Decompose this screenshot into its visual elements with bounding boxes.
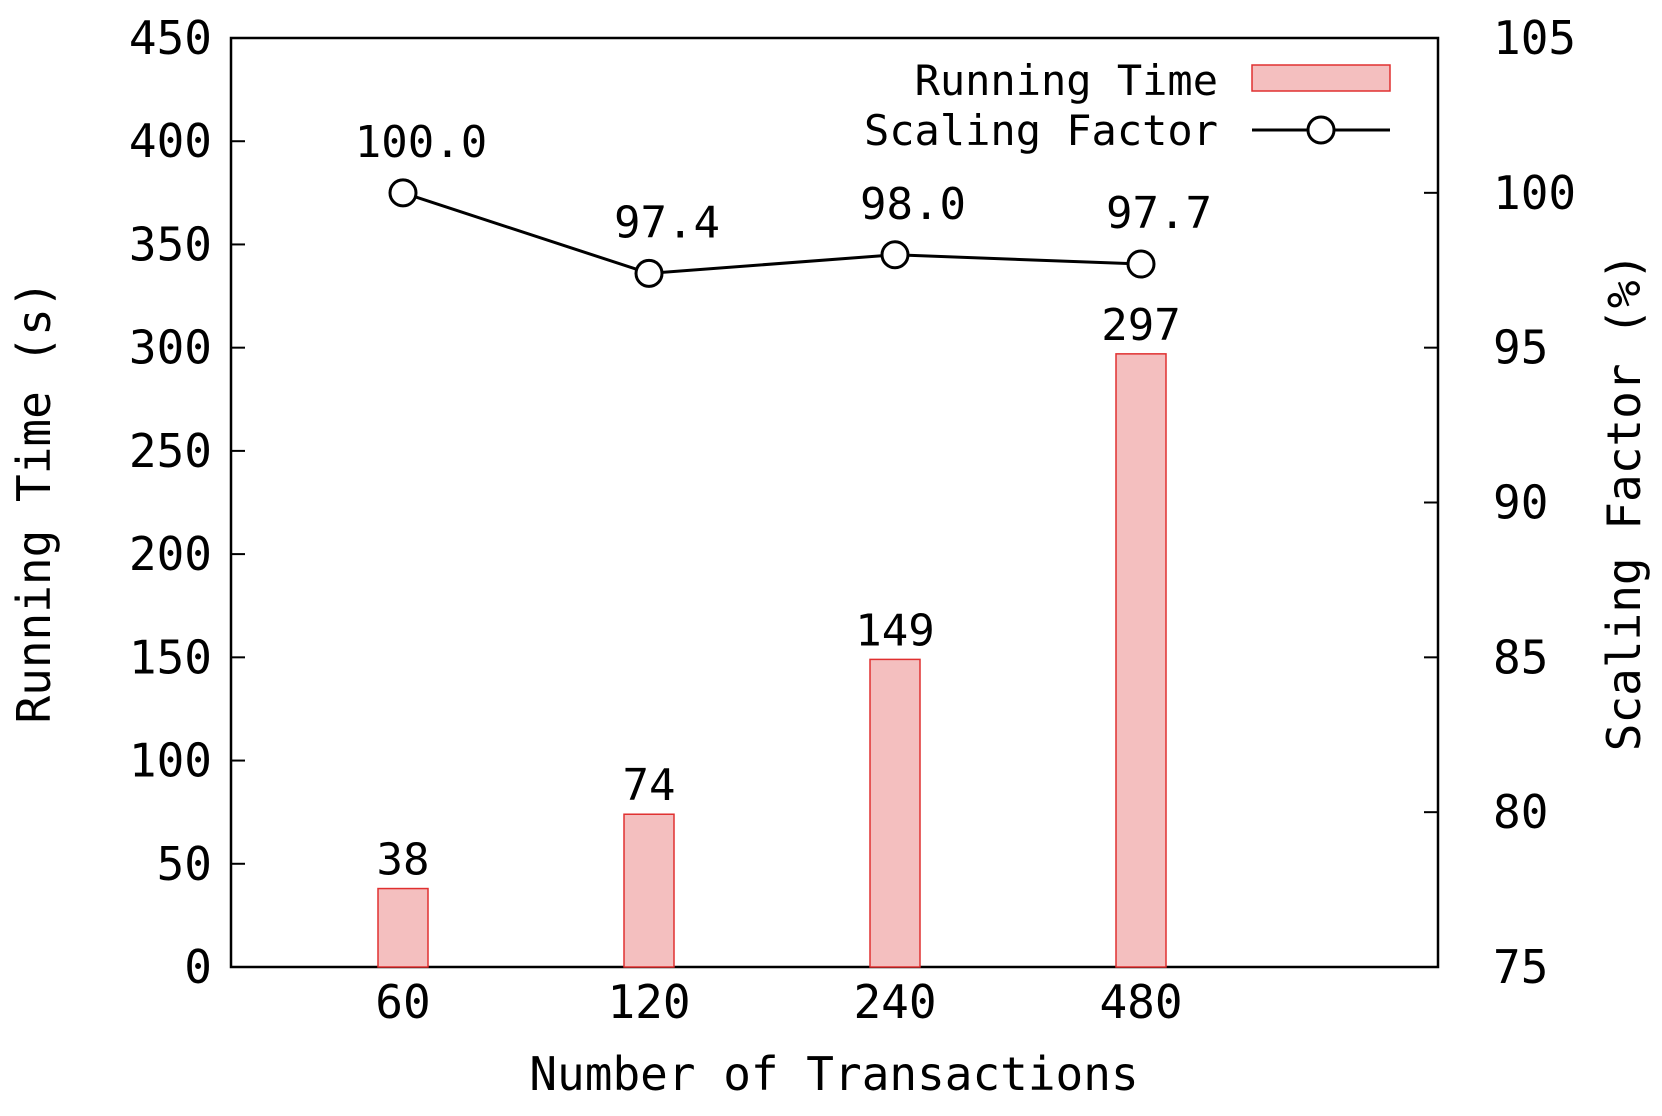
bar-running-time <box>377 887 429 968</box>
x-axis-title: Number of Transactions <box>529 1047 1138 1101</box>
scaling-factor-series: 100.0 97.4 98.0 97.7 <box>355 117 1212 288</box>
left-tick-label: 450 <box>129 11 212 65</box>
right-axis: 75 80 85 90 95 100 105 <box>1424 11 1576 994</box>
right-tick-label: 85 <box>1493 630 1548 684</box>
scaling-factor-point <box>634 258 664 288</box>
left-tick-label: 300 <box>129 321 212 375</box>
plot-frame <box>229 36 1440 969</box>
right-tick-label: 80 <box>1493 785 1548 839</box>
left-tick-label: 400 <box>129 114 212 168</box>
legend: Running Time Scaling Factor <box>864 56 1391 155</box>
scaling-factor-point <box>388 178 418 208</box>
bar-value-label: 74 <box>623 760 676 811</box>
x-tick-label: 240 <box>853 975 936 1029</box>
legend-marker-scaling-factor <box>1306 115 1336 145</box>
left-tick-label: 100 <box>129 734 212 788</box>
left-tick-label: 50 <box>157 837 212 891</box>
left-tick-label: 0 <box>184 940 212 994</box>
left-tick-label: 200 <box>129 527 212 581</box>
bar-value-label: 297 <box>1101 300 1180 351</box>
x-tick-label: 480 <box>1099 975 1182 1029</box>
left-tick-label: 150 <box>129 630 212 684</box>
left-tick-label: 250 <box>129 424 212 478</box>
bar-running-time <box>623 813 675 968</box>
scaling-factor-line <box>402 191 1142 275</box>
right-tick-label: 75 <box>1493 940 1548 994</box>
legend-label-running-time: Running Time <box>915 56 1218 105</box>
right-tick-label: 100 <box>1493 166 1576 220</box>
bar-value-label: 38 <box>377 835 430 886</box>
bar-running-time <box>869 658 921 968</box>
x-axis: 60 120 240 480 <box>375 975 1182 1029</box>
point-value-label: 97.7 <box>1106 188 1212 239</box>
scaling-factor-point <box>880 240 910 270</box>
right-tick-label: 95 <box>1493 321 1548 375</box>
point-value-label: 98.0 <box>860 179 966 230</box>
point-value-label: 97.4 <box>614 197 720 248</box>
right-tick-label: 105 <box>1493 11 1576 65</box>
legend-label-scaling-factor: Scaling Factor <box>864 106 1218 155</box>
right-tick-label: 90 <box>1493 476 1548 530</box>
point-value-label: 100.0 <box>355 117 487 168</box>
left-axis: 0 50 100 150 200 250 300 350 400 450 <box>129 11 245 994</box>
left-axis-title: Running Time (s) <box>7 280 61 723</box>
running-time-series: 38 74 149 297 <box>377 300 1181 968</box>
scaling-factor-point <box>1126 249 1156 279</box>
bar-running-time <box>1115 353 1167 968</box>
x-tick-label: 60 <box>375 975 430 1029</box>
right-axis-title: Scaling Factor (%) <box>1597 253 1651 752</box>
x-tick-label: 120 <box>607 975 690 1029</box>
legend-swatch-running-time <box>1251 64 1391 92</box>
bar-value-label: 149 <box>855 605 934 656</box>
left-tick-label: 350 <box>129 217 212 271</box>
